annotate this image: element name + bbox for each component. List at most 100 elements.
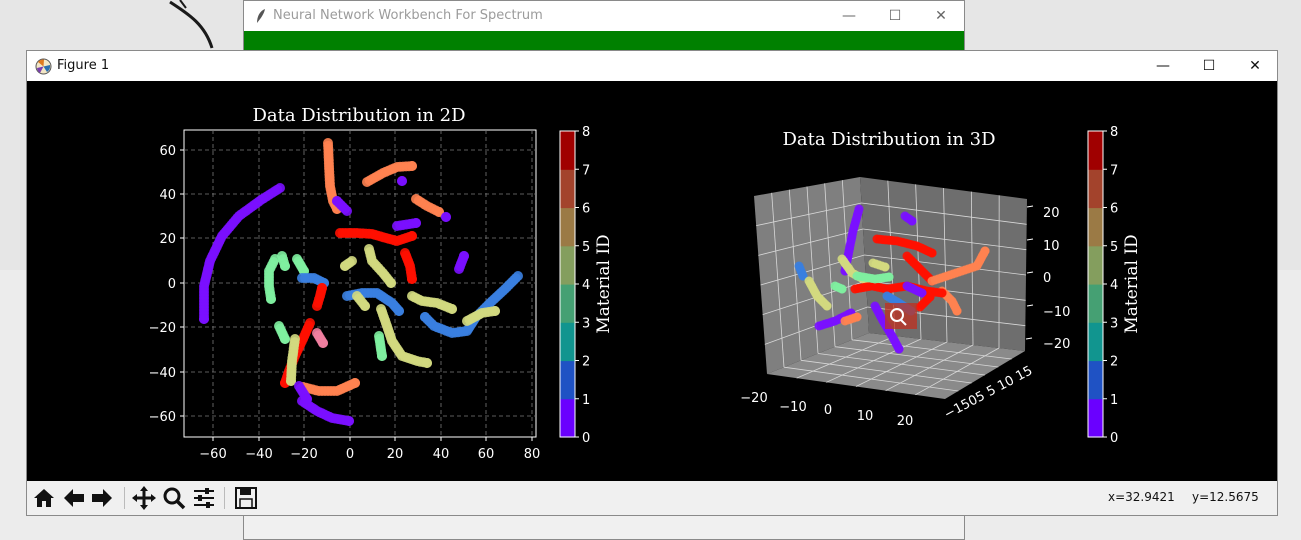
- y-tick-label: 40: [159, 188, 176, 203]
- x3d-tick-label: 10: [857, 409, 874, 424]
- desktop-decoration: [169, 0, 214, 49]
- scatter-point-2d: [360, 301, 370, 311]
- back-button[interactable]: [61, 485, 87, 511]
- toolbar-separator: [124, 487, 125, 509]
- x-tick-label: −60: [199, 447, 226, 462]
- colorbar-tick-label: 8: [582, 125, 590, 140]
- back-arrow-icon: [64, 489, 84, 507]
- plot-3d[interactable]: Data Distribution in 3D 20 10 0: [740, 129, 1070, 429]
- figure-canvas[interactable]: Data Distribution in 2D −60 −40 −20 0 20…: [27, 81, 1277, 481]
- scatter-point-2d: [411, 218, 421, 228]
- forward-arrow-icon: [92, 489, 112, 507]
- scatter-point-2d: [386, 278, 396, 288]
- colorbar-segment: [560, 398, 575, 438]
- figure-maximize-button[interactable]: ☐: [1202, 58, 1216, 74]
- pan-icon: [132, 486, 156, 510]
- scatter-point-2d: [266, 294, 276, 304]
- x3d-tick-label: 20: [897, 414, 914, 429]
- y-coordinate-readout: y=12.5675: [1192, 490, 1259, 504]
- colorbar-3d: 8 7 6 5 4 3 2 1 0 Material ID: [1087, 125, 1142, 446]
- zoom-icon: [163, 487, 186, 510]
- plot-2d-x-ticks: −60 −40 −20 0 20 40 60 80: [199, 447, 540, 462]
- scatter-point-2d: [280, 261, 290, 271]
- z-tick-label: 0: [1043, 271, 1051, 286]
- scatter-point-3d: [852, 312, 862, 322]
- colorbar-tick-label: 3: [1110, 316, 1118, 331]
- scatter-point-3d: [937, 288, 947, 298]
- zoom-button[interactable]: [161, 485, 187, 511]
- colorbar-segment: [560, 207, 575, 247]
- figure-close-button[interactable]: ✕: [1249, 58, 1261, 74]
- scatter-point-2d: [302, 394, 312, 404]
- scatter-point-3d: [884, 272, 894, 282]
- figure-window-title: Figure 1: [57, 58, 110, 73]
- scatter-point-2d: [377, 351, 387, 361]
- pan-button[interactable]: [131, 485, 157, 511]
- configure-icon: [194, 488, 214, 508]
- feather-icon: [257, 9, 265, 23]
- y-tick-label: −40: [149, 366, 176, 381]
- scatter-point-2d: [407, 274, 417, 284]
- plot-2d-title: Data Distribution in 2D: [252, 105, 465, 126]
- background-maximize-button[interactable]: ☐: [888, 8, 902, 24]
- background-window-titlebar[interactable]: Neural Network Workbench For Spectrum — …: [244, 1, 964, 31]
- colorbar-tick-label: 2: [582, 355, 590, 370]
- colorbar-segment: [1088, 360, 1103, 400]
- scatter-point-2d: [420, 312, 430, 322]
- x-tick-label: −40: [245, 447, 272, 462]
- colorbar-tick-label: 5: [1110, 240, 1118, 255]
- colorbar-tick-label: 4: [582, 278, 590, 293]
- colorbar-segment: [1088, 284, 1103, 323]
- colorbar-3d-label: Material ID: [1122, 234, 1142, 333]
- x3d-tick-label: −20: [740, 391, 767, 406]
- colorbar-tick-label: 2: [1110, 355, 1118, 370]
- background-minimize-button[interactable]: —: [842, 8, 856, 24]
- background-window-banner: [244, 31, 964, 53]
- scatter-point-2d: [340, 261, 350, 271]
- matplotlib-logo-icon: [35, 58, 52, 75]
- scatter-point-3d: [925, 292, 935, 302]
- y-tick-label: 20: [159, 232, 176, 247]
- scatter-point-2d: [350, 378, 360, 388]
- y-tick-label: 60: [159, 144, 176, 159]
- save-icon: [235, 487, 257, 509]
- scatter-point-2d: [397, 176, 407, 186]
- plot-2d-axes-frame: [183, 129, 537, 438]
- figure-window[interactable]: Figure 1 — ☐ ✕ Data Distribution in 2D −…: [26, 50, 1278, 516]
- y-tick-label: −20: [149, 321, 176, 336]
- z-tick-label: −10: [1043, 305, 1070, 320]
- scatter-point-3d: [880, 262, 890, 272]
- x-tick-label: 20: [387, 447, 404, 462]
- scatter-point-3d: [837, 284, 847, 294]
- colorbar-tick-label: 0: [582, 431, 590, 446]
- home-button[interactable]: [31, 485, 57, 511]
- plot-3d-grid: [756, 180, 1034, 396]
- save-button[interactable]: [233, 485, 259, 511]
- forward-button[interactable]: [89, 485, 115, 511]
- colorbar-tick-label: 6: [1110, 202, 1118, 217]
- figure-window-titlebar[interactable]: Figure 1 — ☐ ✕: [27, 51, 1277, 81]
- background-close-button[interactable]: ✕: [935, 8, 947, 24]
- scatter-point-2d: [344, 416, 354, 426]
- z-tick-label: −20: [1043, 337, 1070, 352]
- plot-2d[interactable]: Data Distribution in 2D −60 −40 −20 0 20…: [149, 105, 541, 462]
- x3d-tick-label: −10: [779, 400, 806, 415]
- colorbar-segment: [1088, 131, 1103, 170]
- colorbar-segment: [560, 360, 575, 400]
- colorbar-tick-label: 4: [1110, 278, 1118, 293]
- colorbar-segment: [560, 245, 575, 285]
- configure-subplots-button[interactable]: [191, 485, 217, 511]
- colorbar-2d: 8 7 6 5 4 3 2 1 0 Material ID: [559, 125, 614, 446]
- colorbar-tick-label: 5: [582, 240, 590, 255]
- x-tick-label: −20: [290, 447, 317, 462]
- x-tick-label: 40: [433, 447, 450, 462]
- scatter-point-3d: [798, 271, 808, 281]
- figure-minimize-button[interactable]: —: [1156, 58, 1170, 74]
- scatter-point-3d: [907, 216, 917, 226]
- plot-3d-floor-pane: [767, 333, 1025, 399]
- scatter-point-3d: [952, 306, 962, 316]
- colorbar-segment: [1088, 207, 1103, 247]
- colorbar-tick-label: 6: [582, 202, 590, 217]
- plot-3d-title: Data Distribution in 3D: [782, 129, 995, 150]
- plot-3d-left-pane: [754, 177, 869, 374]
